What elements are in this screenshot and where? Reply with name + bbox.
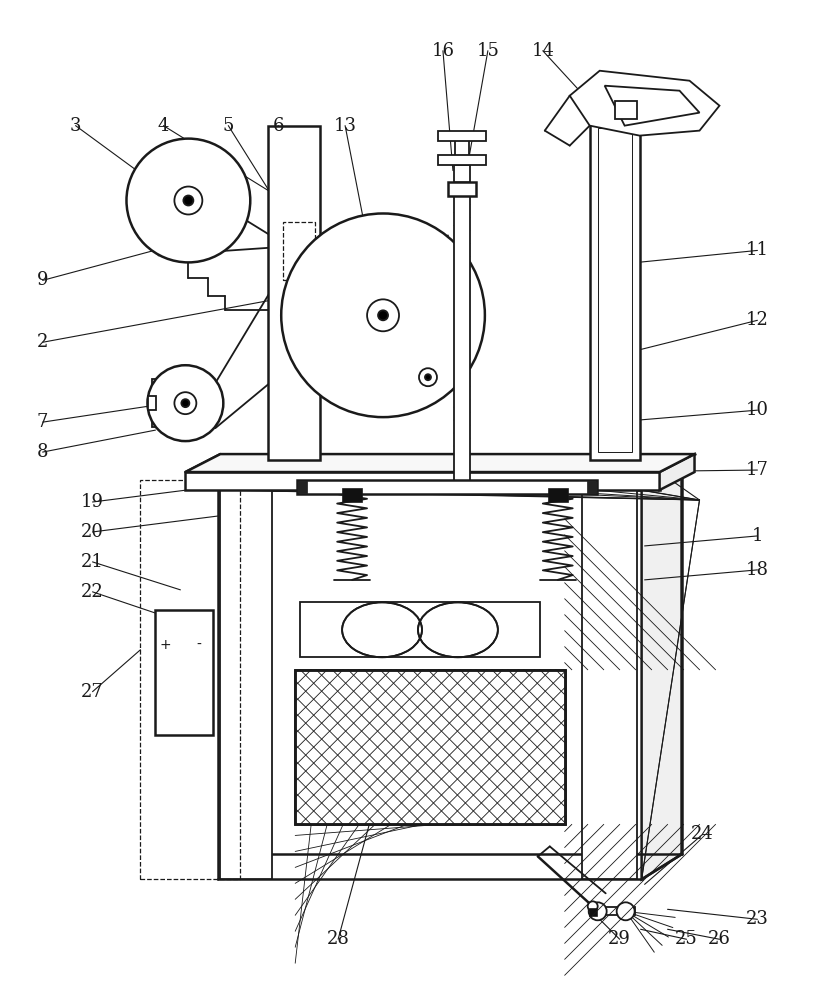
Text: 13: 13 [333,117,356,135]
Bar [582,490,637,879]
Bar [155,610,214,735]
Text: 18: 18 [746,561,769,579]
Text: 16: 16 [431,42,455,60]
Polygon shape [642,465,681,879]
Text: -: - [196,638,200,652]
Text: 9: 9 [37,271,49,289]
Text: 3: 3 [70,117,82,135]
Circle shape [174,187,202,214]
Text: 6: 6 [272,117,284,135]
Circle shape [616,902,634,920]
Text: 2: 2 [37,333,49,351]
Circle shape [589,902,606,920]
Circle shape [281,213,485,417]
Circle shape [419,368,437,386]
Bar [324,254,352,286]
Bar [297,481,307,493]
Text: 29: 29 [608,930,631,948]
Bar [438,155,486,165]
Bar [148,396,157,410]
Bar [615,101,637,119]
Circle shape [148,365,224,441]
Bar [295,670,565,824]
Bar [283,222,315,280]
Circle shape [174,392,196,414]
Bar [186,472,659,490]
Text: 19: 19 [81,493,104,511]
Bar [268,126,320,460]
Bar [592,907,634,915]
Bar [587,481,596,493]
Bar [448,182,476,196]
Bar [297,480,596,494]
Polygon shape [605,86,700,126]
Bar [597,128,632,452]
Text: 15: 15 [476,42,499,60]
Text: 20: 20 [81,523,104,541]
Bar [438,131,486,141]
Text: 11: 11 [746,241,769,259]
Bar [295,670,565,824]
Bar [342,488,362,502]
Bar [454,160,470,182]
Text: 25: 25 [675,930,698,948]
Bar [455,133,469,165]
Bar [219,490,642,879]
Circle shape [587,901,597,911]
Bar [548,488,568,502]
Text: 22: 22 [81,583,104,601]
Text: 26: 26 [708,930,731,948]
Polygon shape [219,465,681,490]
Bar [295,670,565,824]
Text: 27: 27 [81,683,104,701]
Bar [590,121,639,460]
Circle shape [126,139,250,262]
Polygon shape [659,454,695,490]
Text: 4: 4 [158,117,169,135]
Text: +: + [159,638,172,652]
Polygon shape [570,71,719,136]
Bar [454,193,470,490]
Text: 28: 28 [327,930,350,948]
Text: 17: 17 [746,461,769,479]
Text: 7: 7 [37,413,49,431]
Circle shape [425,374,431,380]
Circle shape [182,399,190,407]
Text: 10: 10 [746,401,769,419]
Bar [140,480,240,879]
Bar [300,602,540,657]
Text: 12: 12 [746,311,769,329]
Circle shape [378,310,388,320]
Text: 8: 8 [37,443,49,461]
Text: 23: 23 [746,910,769,928]
Circle shape [367,299,399,331]
Text: 14: 14 [531,42,554,60]
Circle shape [183,196,193,205]
Bar [295,670,565,824]
Bar [153,379,192,427]
Text: 21: 21 [81,553,104,571]
Text: 1: 1 [752,527,763,545]
Bar [589,908,596,916]
Polygon shape [186,454,695,472]
Text: 24: 24 [691,825,714,843]
Bar [220,490,272,879]
Text: 5: 5 [223,117,234,135]
